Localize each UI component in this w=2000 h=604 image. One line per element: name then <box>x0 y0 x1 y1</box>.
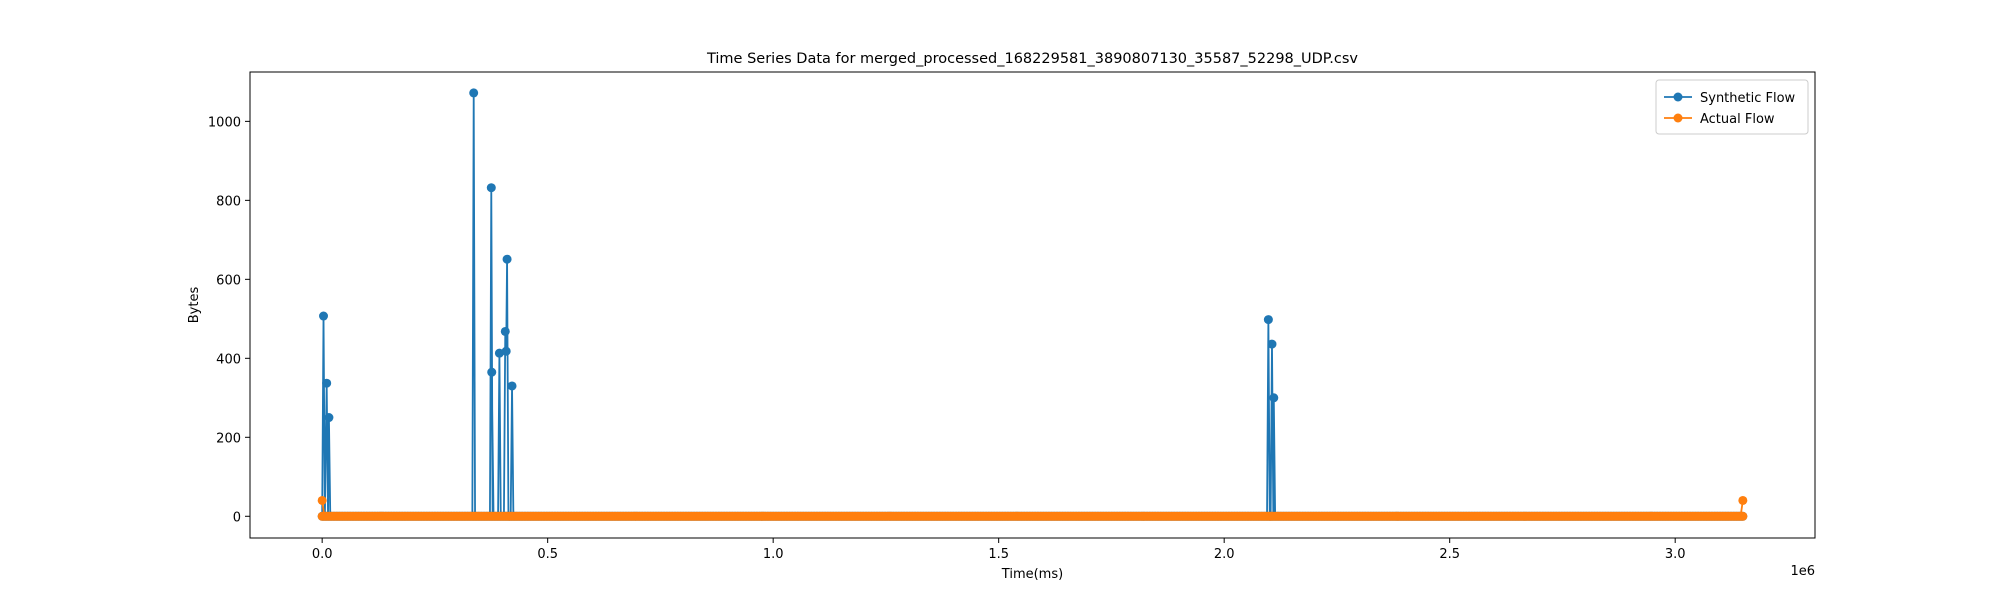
x-tick-label: 2.5 <box>1439 547 1460 562</box>
data-point <box>1738 511 1748 521</box>
legend-swatch-marker <box>1673 113 1683 123</box>
y-axis-label: Bytes <box>187 287 202 324</box>
y-tick-label: 800 <box>216 194 241 209</box>
legend-swatch-marker <box>1673 92 1683 102</box>
data-point <box>319 311 329 321</box>
y-tick-label: 1000 <box>208 115 241 130</box>
data-point <box>1263 315 1273 325</box>
data-point <box>1269 393 1279 403</box>
legend-label: Synthetic Flow <box>1700 91 1796 106</box>
data-point <box>1738 495 1748 505</box>
y-axis-ticks: 0 200 400 600 800 1000 <box>208 115 250 525</box>
legend-label: Actual Flow <box>1700 112 1775 127</box>
chart-title: Time Series Data for merged_processed_16… <box>706 51 1358 67</box>
legend-entry: Synthetic Flow <box>1664 91 1796 106</box>
data-point <box>500 326 510 336</box>
data-point <box>487 367 497 377</box>
x-tick-label: 1.5 <box>988 547 1009 562</box>
x-axis-label: Time(ms) <box>1001 567 1063 582</box>
data-point <box>494 348 504 358</box>
plot-area <box>317 88 1748 521</box>
data-point <box>1267 339 1277 349</box>
x-tick-label: 0.0 <box>312 547 333 562</box>
data-point <box>324 413 334 423</box>
series-1 <box>317 495 1748 521</box>
y-tick-label: 0 <box>233 510 241 525</box>
x-tick-label: 2.0 <box>1214 547 1235 562</box>
legend-entry: Actual Flow <box>1664 112 1775 127</box>
data-point <box>317 495 327 505</box>
x-axis-offset-label: 1e6 <box>1790 564 1815 579</box>
y-tick-label: 200 <box>216 431 241 446</box>
data-point <box>486 183 496 193</box>
data-point <box>322 378 332 388</box>
legend-box <box>1655 79 1809 135</box>
x-axis-ticks: 0.0 0.5 1.0 1.5 2.0 2.5 3.0 <box>312 538 1686 562</box>
y-tick-label: 600 <box>216 273 241 288</box>
legend: Synthetic Flow Actual Flow <box>1655 79 1809 135</box>
data-point <box>501 346 511 356</box>
baseline-markers <box>317 511 1748 521</box>
x-tick-label: 0.5 <box>537 547 558 562</box>
data-point <box>502 254 512 264</box>
x-tick-label: 1.0 <box>763 547 784 562</box>
data-point <box>507 381 517 391</box>
x-tick-label: 3.0 <box>1665 547 1686 562</box>
y-tick-label: 400 <box>216 352 241 367</box>
data-point <box>469 88 479 98</box>
plot-frame <box>249 71 1816 539</box>
